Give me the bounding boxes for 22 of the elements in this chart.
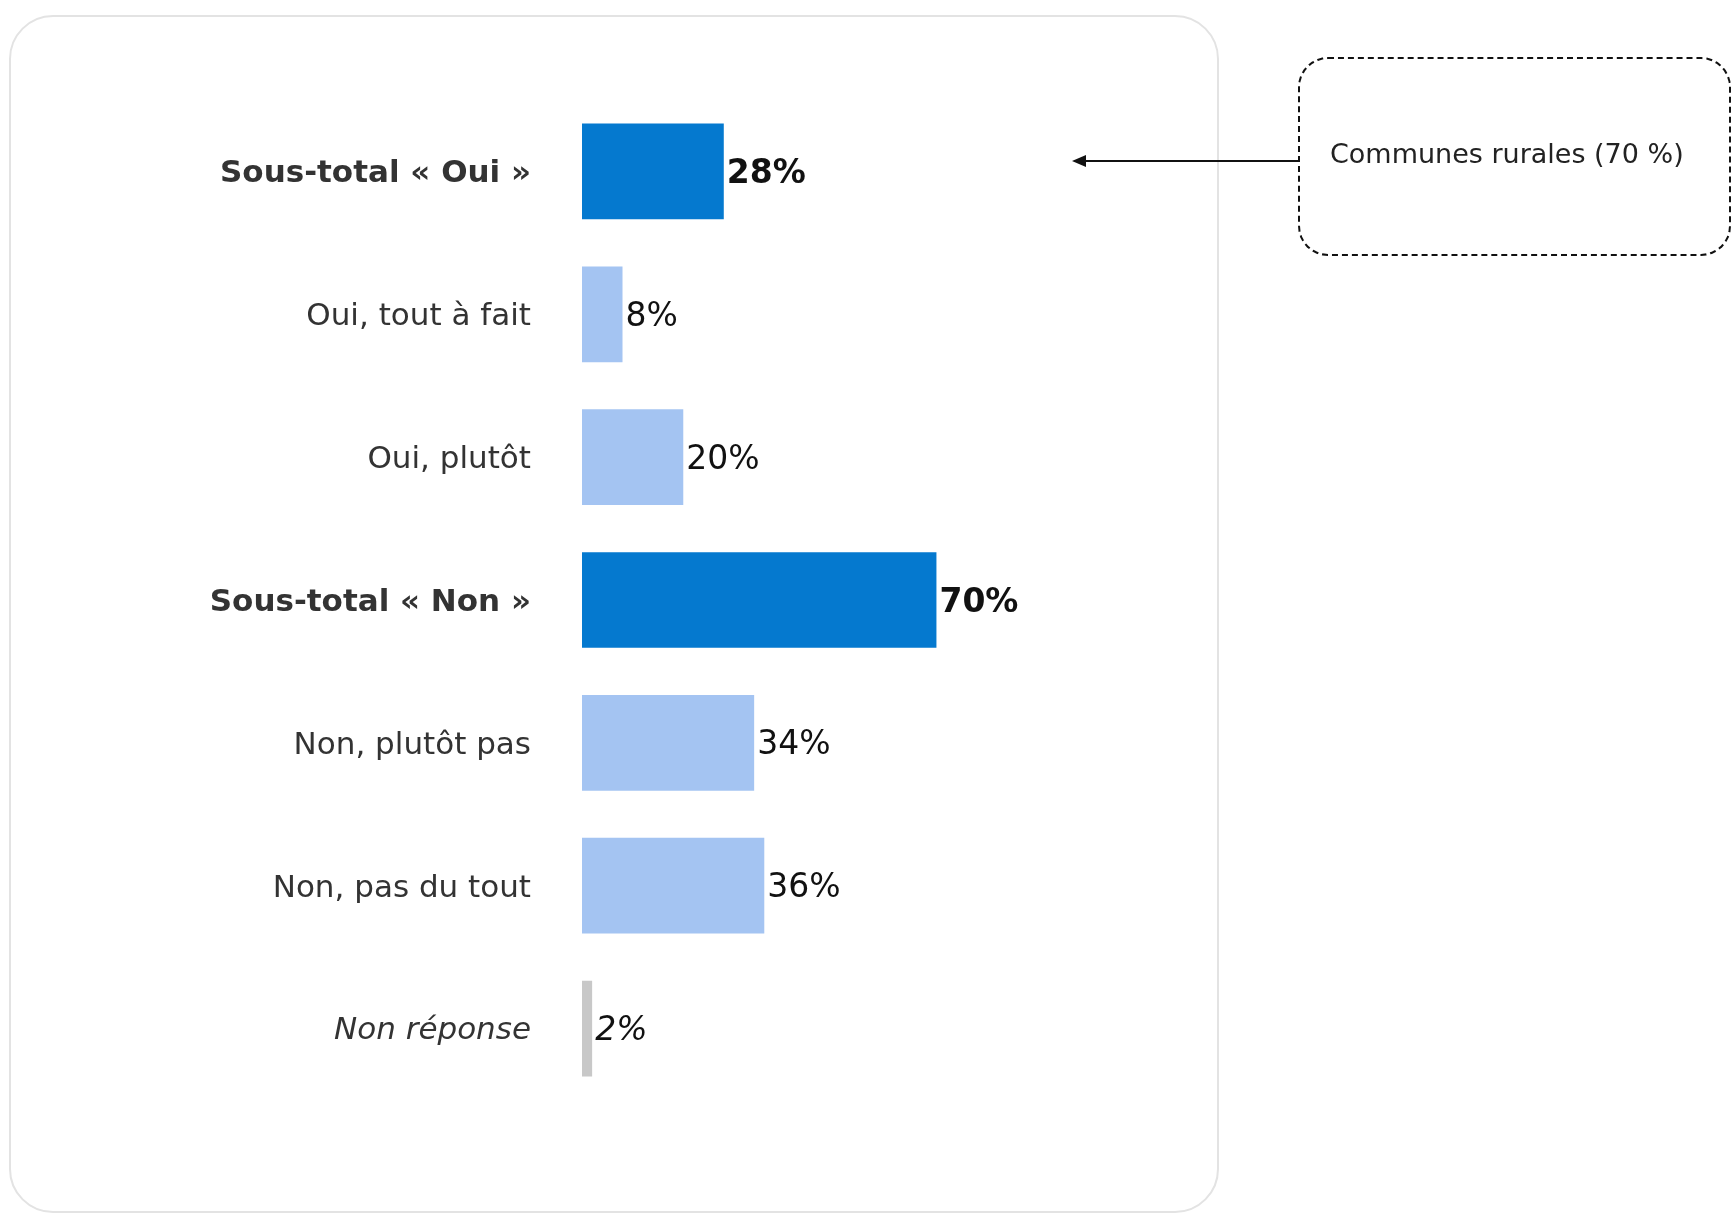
bar — [582, 123, 724, 220]
data-label: 2% — [595, 1009, 648, 1049]
y-tick-label: Oui, plutôt — [367, 438, 531, 475]
data-label: 28% — [726, 151, 806, 191]
text: Communes rurales (70 %) — [1330, 138, 1684, 169]
data-label: 70% — [939, 580, 1019, 620]
data-label: 34% — [757, 723, 831, 763]
bar — [582, 552, 937, 648]
y-tick-label: Non, plutôt pas — [293, 724, 531, 761]
data-label: 36% — [767, 866, 841, 906]
bar — [582, 837, 765, 934]
data-label: 20% — [686, 437, 760, 477]
y-tick-label: Non, pas du tout — [272, 867, 531, 904]
y-tick-label: Oui, tout à fait — [306, 296, 531, 333]
bar — [582, 980, 593, 1077]
bar — [582, 409, 684, 505]
y-tick-label: Non réponse — [334, 1010, 531, 1047]
y-tick-label: Sous-total « Oui » — [220, 153, 531, 190]
data-label: 8% — [625, 294, 678, 334]
y-tick-label: Sous-total « Non » — [209, 581, 531, 618]
bar — [582, 266, 623, 363]
bar — [582, 695, 755, 791]
